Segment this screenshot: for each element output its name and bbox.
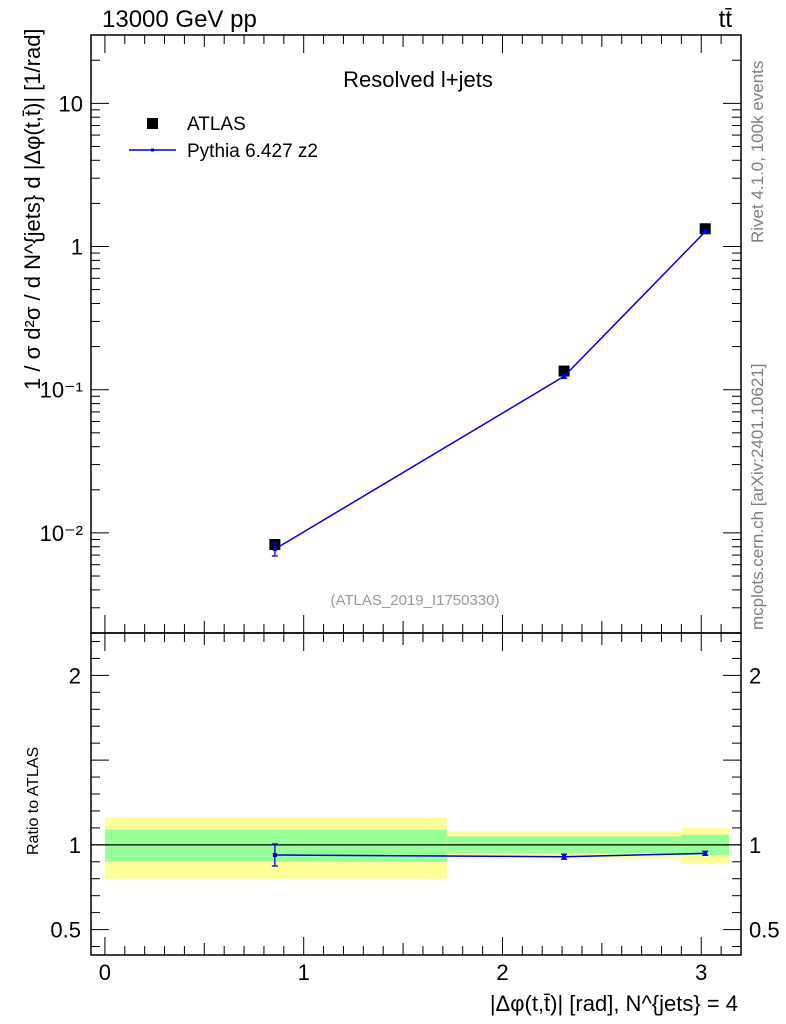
x-tick-label: 0	[99, 960, 111, 985]
rivet-version-label: Rivet 4.1.0, 100k events	[748, 61, 767, 243]
x-tick-label: 1	[298, 960, 310, 985]
main-y-axis-label: 1 / σ d²σ / d N^{jets} d |Δφ(t,t̄)| [1/r…	[20, 28, 45, 390]
main-plot-panel: Resolved l+jets (ATLAS_2019_I1750330) AT…	[20, 28, 742, 634]
pythia-mc-line	[274, 231, 706, 550]
main-y-tick-label: 10	[59, 91, 83, 116]
ratio-plot-panel: Ratio to ATLAS |Δφ(t,t̄)| [rad], N^{jets…	[25, 632, 742, 1016]
ratio-mc-point	[272, 853, 277, 858]
x-axis-label: |Δφ(t,t̄)| [rad], N^{jets} = 4	[490, 991, 738, 1016]
analysis-label: (ATLAS_2019_I1750330)	[330, 592, 499, 609]
ratio-y-tick-label: 2	[69, 663, 81, 688]
legend-atlas-marker	[147, 118, 158, 129]
pythia-mc-point	[703, 229, 708, 234]
ratio-mc-point	[703, 851, 708, 856]
atlas-data-point	[558, 365, 570, 377]
pythia-mc-point	[272, 547, 277, 552]
pythia-mc-point	[562, 374, 567, 379]
legend-atlas-label: ATLAS	[187, 114, 246, 135]
ratio-y-axis-label: Ratio to ATLAS	[25, 747, 42, 855]
main-y-tick-label: 10⁻¹	[40, 378, 83, 403]
ratio-y-tick-label-right: 2	[749, 663, 761, 688]
legend-pythia-label: Pythia 6.427 z2	[187, 141, 318, 162]
ratio-y-tick-label-right: 1	[749, 833, 761, 858]
mcplots-label: mcplots.cern.ch [arXiv:2401.10621]	[748, 364, 767, 630]
x-tick-label: 3	[695, 960, 707, 985]
legend: ATLAS Pythia 6.427 z2	[129, 114, 318, 162]
ratio-y-tick-label: 1	[69, 833, 81, 858]
main-y-tick-label: 10⁻²	[40, 521, 83, 546]
energy-label: 13000 GeV pp	[102, 6, 257, 33]
ratio-mc-point	[562, 854, 567, 859]
ratio-plot-frame	[90, 632, 742, 956]
ratio-y-tick-label: 0.5	[50, 918, 81, 943]
process-label: tt̄	[719, 6, 733, 33]
main-plot-title: Resolved l+jets	[343, 67, 493, 92]
x-tick-label: 2	[496, 960, 508, 985]
legend-pythia-marker	[151, 148, 154, 152]
ratio-y-tick-label-right: 0.5	[749, 918, 780, 943]
atlas-data-point	[699, 223, 711, 235]
main-y-tick-label: 1	[71, 235, 83, 260]
